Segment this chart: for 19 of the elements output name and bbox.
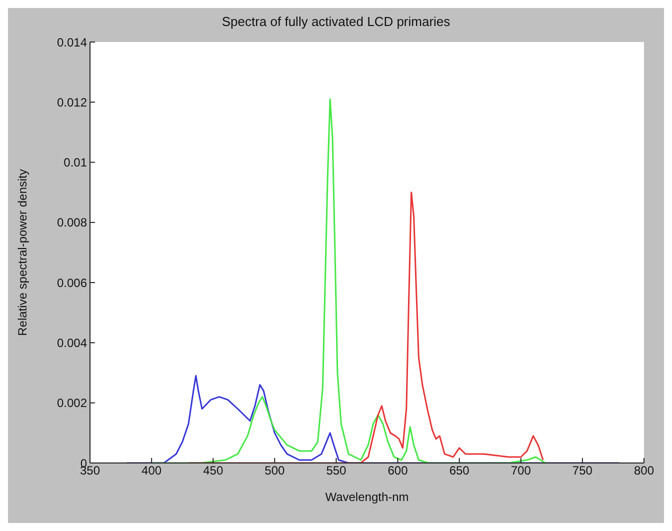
x-tick-label: 400 bbox=[142, 464, 162, 478]
x-tick-label: 450 bbox=[203, 464, 224, 478]
y-axis-title: Relative spectral-power density bbox=[15, 169, 30, 336]
x-tick-label: 650 bbox=[449, 464, 470, 478]
y-tick-label: 0.004 bbox=[56, 336, 88, 350]
y-tick-label: 0.008 bbox=[56, 216, 88, 230]
x-tick-label: 800 bbox=[634, 464, 654, 478]
x-tick-label: 700 bbox=[510, 464, 532, 478]
chart-title: Spectra of fully activated LCD primaries bbox=[220, 14, 452, 29]
y-tick-label: 0.01 bbox=[64, 156, 88, 170]
y-tick-label: 0.006 bbox=[56, 276, 88, 290]
y-tick-label: 0.014 bbox=[56, 35, 88, 50]
x-tick-label: 500 bbox=[264, 464, 285, 478]
y-tick-label: 0.012 bbox=[56, 95, 88, 110]
x-tick-label: 550 bbox=[326, 464, 347, 478]
x-tick-label: 600 bbox=[388, 464, 408, 478]
x-axis-title: Wavelength-nm bbox=[325, 490, 409, 504]
x-tick-label: 750 bbox=[572, 464, 593, 478]
y-tick-label: 0.002 bbox=[56, 396, 88, 410]
